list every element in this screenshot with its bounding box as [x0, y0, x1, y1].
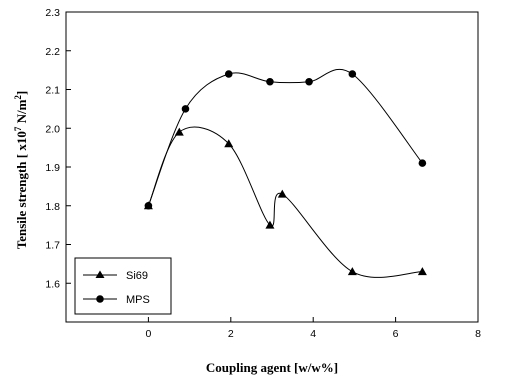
- x-tick-label: 0: [145, 328, 151, 340]
- data-point-mps: [418, 159, 427, 167]
- data-point-si69: [277, 189, 287, 198]
- legend-box: [74, 257, 172, 315]
- y-axis-title-main: Tensile strength [ x10: [14, 131, 29, 249]
- x-tick-label: 2: [228, 328, 234, 340]
- data-point-si69: [417, 267, 427, 276]
- legend-marker-mps: [96, 295, 104, 303]
- y-tick-label: 1.8: [45, 201, 60, 213]
- y-tick-label: 2.1: [45, 85, 60, 97]
- y-axis-title-unit: N/m: [14, 99, 29, 126]
- data-point-si69: [174, 127, 184, 136]
- legend: Si69 MPS: [74, 257, 172, 315]
- legend-marker-si69: [95, 270, 105, 278]
- y-tick-label: 1.6: [45, 278, 60, 290]
- data-point-si69: [265, 220, 275, 229]
- y-axis-title-close: ]: [14, 91, 29, 95]
- data-point-mps: [181, 105, 190, 113]
- data-point-mps: [144, 201, 153, 210]
- data-point-si69: [347, 267, 357, 276]
- data-point-mps: [266, 77, 274, 86]
- y-axis-title: Tensile strength [ x107 N/m2]: [13, 91, 29, 250]
- legend-label-si69: Si69: [126, 270, 148, 282]
- data-point-mps: [224, 70, 233, 78]
- y-tick-label: 1.7: [45, 240, 60, 252]
- y-tick-label: 2.3: [45, 7, 60, 19]
- data-point-mps: [305, 77, 313, 86]
- y-tick-label: 2.0: [45, 123, 60, 135]
- x-tick-label: 6: [393, 328, 399, 340]
- y-tick-label: 2.2: [45, 46, 60, 58]
- legend-label-mps: MPS: [126, 294, 150, 306]
- y-axis-ticks: 1.6 1.7 1.8 1.9 2.0 2.1 2.2 2.3: [45, 7, 71, 290]
- x-tick-label: 4: [310, 328, 316, 340]
- y-tick-label: 1.9: [45, 162, 60, 174]
- y-axis-title-exp: 7: [13, 126, 23, 131]
- series-line-si69: [147, 126, 423, 278]
- data-point-si69: [224, 139, 234, 148]
- series-line-mps: [147, 68, 423, 206]
- x-tick-label: 8: [475, 328, 481, 340]
- x-axis-title: Coupling agent [w/w%]: [206, 360, 338, 375]
- x-axis-ticks: 0 2 4 6 8: [145, 317, 481, 340]
- data-point-mps: [348, 70, 357, 78]
- y-axis-title-unit-exp: 2: [13, 95, 23, 100]
- series-layer: [143, 68, 427, 278]
